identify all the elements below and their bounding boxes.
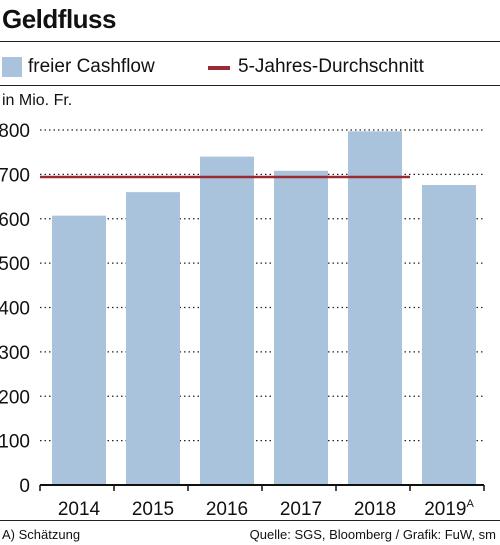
legend-divider: [0, 85, 500, 86]
x-tick-label: 2017: [280, 499, 322, 520]
title-divider: [0, 41, 500, 42]
legend-swatch-average: [208, 66, 230, 70]
y-tick-label: 400: [0, 299, 30, 320]
unit-label: in Mio. Fr.: [2, 92, 73, 109]
bar: [422, 185, 476, 485]
legend-label-cashflow: freier Cashflow: [28, 56, 155, 77]
legend-label-average: 5-Jahres-Durchschnitt: [238, 56, 424, 77]
footnote: A) Schätzung: [2, 527, 81, 542]
x-tick-label: 2018: [354, 499, 396, 520]
y-tick-label: 300: [0, 343, 30, 364]
y-tick-label: 700: [0, 165, 30, 186]
legend: freier Cashflow 5-Jahres-Durchschnitt: [0, 52, 500, 84]
bar: [126, 192, 180, 485]
x-tick-label: 2019A: [424, 498, 474, 520]
y-tick-label: 200: [0, 387, 30, 408]
bar: [348, 131, 402, 486]
y-tick-label: 500: [0, 254, 30, 275]
y-tick-label: 800: [0, 121, 30, 142]
footer-divider: [0, 520, 500, 521]
x-tick-label: 2016: [206, 499, 248, 520]
source-credit: Quelle: SGS, Bloomberg / Grafik: FuW, sm: [249, 527, 496, 542]
chart-title: Geldfluss: [2, 4, 116, 34]
x-tick-label: 2015: [132, 499, 174, 520]
bar: [274, 170, 328, 485]
legend-swatch-cashflow: [2, 57, 22, 77]
y-tick-label: 600: [0, 210, 30, 231]
y-tick-label: 0: [19, 476, 30, 497]
x-tick-label: 2014: [58, 499, 101, 520]
bar: [52, 215, 106, 486]
y-tick-label: 100: [0, 432, 30, 453]
bar: [200, 156, 254, 485]
